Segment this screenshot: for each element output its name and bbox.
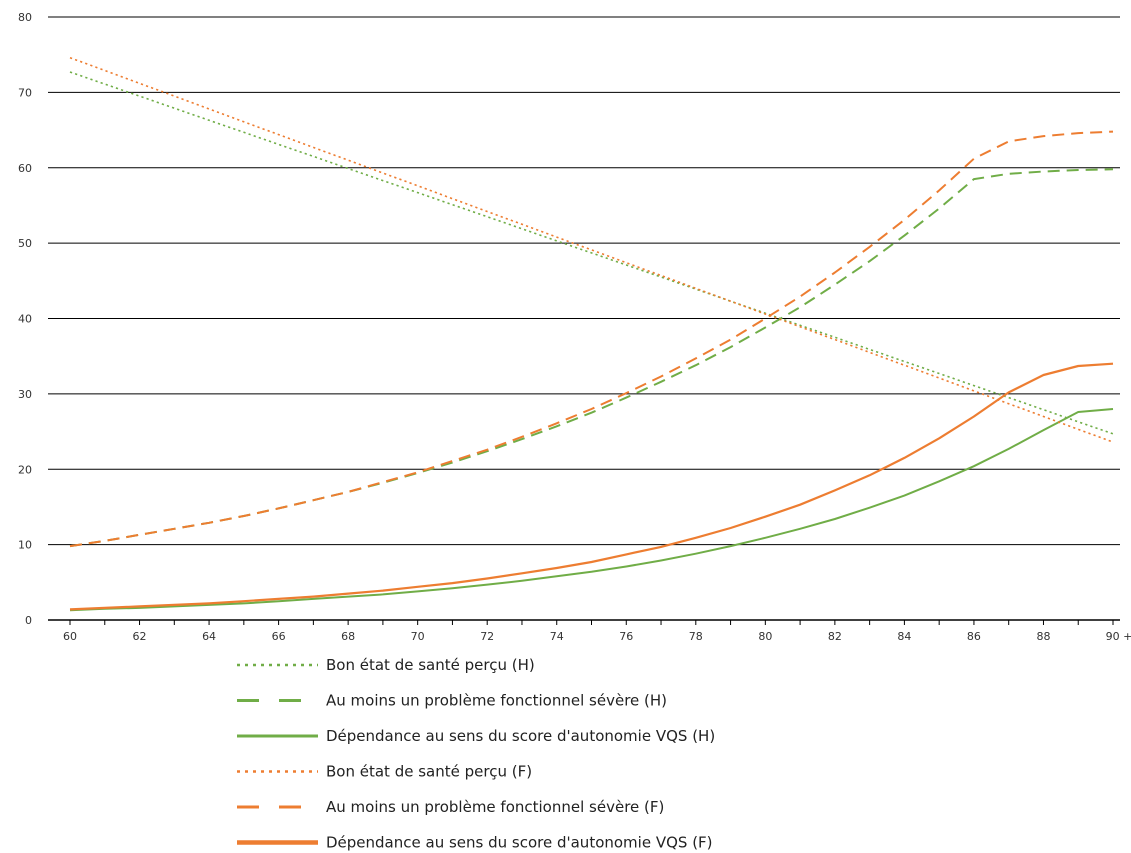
series-line-2 (69, 408, 1114, 612)
legend-label-3: Bon état de santé perçu (F) (326, 763, 532, 781)
x-tick-label-0: 60 (63, 630, 77, 643)
y-axis-tick-labels: 0 10 20 30 40 50 60 70 80 (18, 11, 32, 627)
series-line-3 (69, 56, 1114, 443)
x-tick-label-9: 78 (689, 630, 703, 643)
y-tick-label-60: 60 (18, 162, 32, 175)
y-tick-label-40: 40 (18, 313, 32, 326)
y-tick-label-10: 10 (18, 539, 32, 552)
y-tick-label-80: 80 (18, 11, 32, 24)
x-tick-label-7: 74 (550, 630, 564, 643)
y-tick-label-70: 70 (18, 86, 32, 99)
x-tick-label-1: 62 (133, 630, 147, 643)
y-tick-label-0: 0 (25, 614, 32, 627)
y-tick-label-50: 50 (18, 237, 32, 250)
x-axis-tick-labels: 60 62 64 66 68 70 72 74 76 78 80 82 84 86 88 90 + (63, 630, 1131, 643)
legend-label-5: Dépendance au sens du score d'autonomie … (326, 834, 713, 852)
x-tick-label-8: 76 (619, 630, 633, 643)
x-tick-label-10: 80 (758, 630, 772, 643)
legend-label-0: Bon état de santé perçu (H) (326, 656, 535, 674)
legend-label-1: Au moins un problème fonctionnel sévère … (326, 692, 667, 710)
legend: Bon état de santé perçu (H) Au moins un p… (237, 656, 715, 852)
legend-label-4: Au moins un problème fonctionnel sévère … (326, 798, 664, 816)
series-line-1 (69, 168, 1114, 548)
x-tick-label-6: 72 (480, 630, 494, 643)
series-line-5 (69, 362, 1114, 611)
gridlines (48, 16, 1120, 546)
y-tick-label-20: 20 (18, 463, 32, 476)
x-axis (48, 619, 1120, 625)
series-line-0 (69, 71, 1114, 435)
series-line-4 (69, 130, 1114, 548)
x-tick-label-12: 84 (897, 630, 911, 643)
x-tick-label-4: 68 (341, 630, 355, 643)
x-tick-label-13: 86 (967, 630, 981, 643)
x-tick-label-15: 90 + (1106, 630, 1131, 643)
x-tick-label-11: 82 (828, 630, 842, 643)
x-tick-label-14: 88 (1036, 630, 1050, 643)
x-tick-label-3: 66 (272, 630, 286, 643)
series-lines (69, 56, 1114, 612)
y-tick-label-30: 30 (18, 388, 32, 401)
x-tick-label-5: 70 (411, 630, 425, 643)
legend-label-2: Dépendance au sens du score d'autonomie … (326, 727, 715, 745)
x-tick-label-2: 64 (202, 630, 216, 643)
